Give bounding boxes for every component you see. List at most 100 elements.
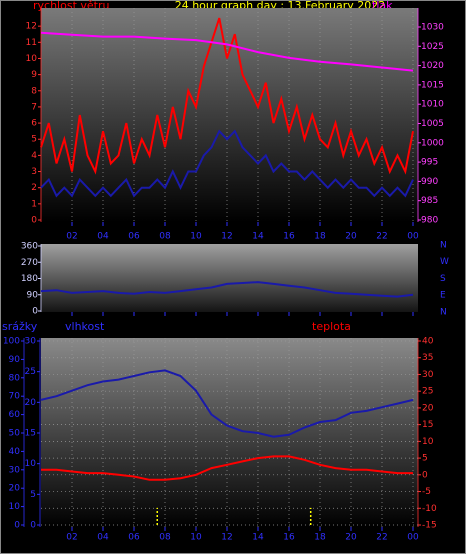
y-tick-label: 985 [421, 196, 438, 206]
series-line [40, 129, 414, 198]
y-tick-label: 30 [422, 370, 434, 380]
x-tick-label: 06 [128, 533, 140, 543]
y-tick-label: 35 [422, 353, 433, 363]
y-tick-label: 7 [31, 102, 37, 112]
direction-label: S [440, 274, 446, 284]
x-tick-label: 14 [252, 232, 264, 242]
y-tick-label: 2 [31, 183, 37, 193]
plot-background [41, 8, 418, 222]
x-tick-label: 00 [407, 533, 419, 543]
y-tick-label: 360 [21, 242, 38, 252]
x-tick-label: 14 [252, 533, 264, 543]
x-tick-label: 04 [97, 533, 109, 543]
direction-label: E [440, 291, 446, 301]
y-tick-label: 10 [422, 437, 434, 447]
y-tick-label: 995 [421, 158, 438, 168]
y-tick-label: 0 [30, 521, 36, 531]
y-tick-label: 15 [422, 420, 433, 430]
y-tick-label: 20 [422, 403, 434, 413]
y-tick-label: 10 [26, 54, 38, 64]
y-tick-label: 40 [422, 337, 434, 347]
y-tick-label: 11 [26, 38, 37, 48]
x-tick-label: 18 [314, 232, 326, 242]
y-tick-label: 0 [31, 216, 37, 226]
x-tick-label: 06 [128, 232, 140, 242]
x-tick-label: 12 [221, 232, 232, 242]
y-tick-label: 0 [32, 307, 38, 317]
series-line [41, 455, 413, 481]
precip-label: srážky [2, 320, 38, 333]
x-tick-label: 08 [159, 232, 171, 242]
x-tick-label: 20 [345, 533, 357, 543]
x-tick-label: 20 [345, 232, 357, 242]
series-line [40, 17, 414, 175]
y-tick-label: 4 [31, 151, 37, 161]
series-line [40, 369, 414, 438]
x-tick-label: 22 [376, 232, 387, 242]
y-tick-label: 12 [26, 22, 37, 32]
series-line [40, 281, 414, 298]
y-tick-label: 180 [21, 274, 38, 284]
y-tick-label: 10 [9, 502, 21, 512]
y-tick-label: 0 [422, 470, 428, 480]
y-tick-label: 70 [9, 392, 21, 402]
y-tick-label: 1010 [421, 100, 444, 110]
y-tick-label: 9 [31, 70, 37, 80]
y-tick-label: 30 [25, 337, 37, 347]
x-tick-label: 22 [376, 533, 387, 543]
y-tick-label: -10 [422, 504, 437, 514]
x-tick-label: 04 [97, 232, 109, 242]
x-tick-label: 10 [190, 232, 202, 242]
y-tick-label: 1020 [421, 61, 444, 71]
y-tick-label: 1000 [421, 138, 444, 148]
direction-label: N [440, 241, 447, 251]
x-tick-label: 16 [283, 232, 295, 242]
y-tick-label: 6 [31, 119, 37, 129]
x-tick-label: 12 [221, 533, 232, 543]
plot-background [41, 244, 418, 312]
y-tick-label: 25 [422, 387, 433, 397]
y-tick-label: 5 [31, 135, 37, 145]
humidity-label: vlhkost [65, 320, 105, 333]
y-tick-label: 60 [9, 410, 21, 420]
y-tick-label: 5 [30, 490, 36, 500]
y-tick-label: 90 [9, 355, 21, 365]
y-tick-label: 3 [31, 167, 37, 177]
y-tick-label: 20 [25, 398, 37, 408]
y-tick-label: 90 [27, 290, 39, 300]
y-tick-label: 20 [9, 484, 21, 494]
x-tick-label: 02 [66, 232, 77, 242]
y-tick-label: 1005 [421, 119, 444, 129]
y-tick-label: 1030 [421, 22, 444, 32]
y-tick-label: 0 [14, 521, 20, 531]
x-tick-label: 08 [159, 533, 171, 543]
y-tick-label: 15 [25, 429, 36, 439]
x-tick-label: 18 [314, 533, 326, 543]
x-tick-label: 10 [190, 533, 202, 543]
y-tick-label: 50 [9, 429, 21, 439]
y-tick-label: 80 [9, 373, 21, 383]
y-tick-label: 40 [9, 447, 21, 457]
plot-background [41, 338, 418, 527]
x-tick-label: 00 [407, 232, 419, 242]
y-tick-label: 5 [422, 454, 428, 464]
temperature-label: teplota [312, 320, 351, 333]
y-tick-label: 270 [21, 258, 38, 268]
y-tick-label: -15 [422, 521, 437, 531]
x-tick-label: 16 [283, 533, 295, 543]
direction-label: N [440, 307, 447, 317]
y-tick-label: 8 [31, 86, 37, 96]
y-tick-label: 1015 [421, 80, 444, 90]
x-tick-label: 02 [66, 533, 77, 543]
y-tick-label: 10 [25, 459, 37, 469]
y-tick-label: 100 [3, 337, 20, 347]
y-tick-label: 980 [421, 216, 438, 226]
y-tick-label: 990 [421, 177, 438, 187]
series-line [40, 31, 414, 72]
y-tick-label: 1 [31, 199, 37, 209]
y-tick-label: 1025 [421, 42, 444, 52]
y-tick-label: 25 [25, 367, 36, 377]
direction-label: W [440, 257, 449, 267]
y-tick-label: -5 [422, 487, 431, 497]
